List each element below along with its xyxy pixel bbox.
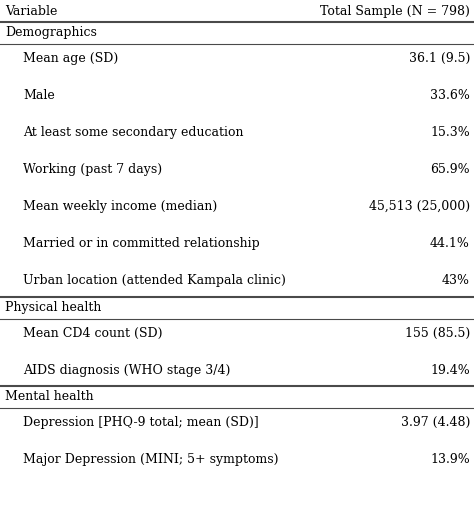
Text: Male: Male: [23, 89, 55, 102]
Text: Total Sample (N = 798): Total Sample (N = 798): [320, 5, 470, 18]
Text: Working (past 7 days): Working (past 7 days): [23, 163, 162, 176]
Text: 45,513 (25,000): 45,513 (25,000): [369, 200, 470, 213]
Text: 33.6%: 33.6%: [430, 89, 470, 102]
Text: Demographics: Demographics: [5, 26, 97, 39]
Text: 155 (85.5): 155 (85.5): [405, 327, 470, 340]
Text: Mean CD4 count (SD): Mean CD4 count (SD): [23, 327, 163, 340]
Text: Depression [PHQ-9 total; mean (SD)]: Depression [PHQ-9 total; mean (SD)]: [23, 416, 259, 429]
Text: 19.4%: 19.4%: [430, 364, 470, 377]
Text: Variable: Variable: [5, 5, 57, 18]
Text: Major Depression (MINI; 5+ symptoms): Major Depression (MINI; 5+ symptoms): [23, 453, 279, 466]
Text: Urban location (attended Kampala clinic): Urban location (attended Kampala clinic): [23, 274, 286, 287]
Text: Mental health: Mental health: [5, 390, 94, 403]
Text: Mean weekly income (median): Mean weekly income (median): [23, 200, 217, 213]
Text: 44.1%: 44.1%: [430, 237, 470, 250]
Text: 3.97 (4.48): 3.97 (4.48): [401, 416, 470, 429]
Text: AIDS diagnosis (WHO stage 3/4): AIDS diagnosis (WHO stage 3/4): [23, 364, 230, 377]
Text: 43%: 43%: [442, 274, 470, 287]
Text: At least some secondary education: At least some secondary education: [23, 126, 244, 139]
Text: Mean age (SD): Mean age (SD): [23, 52, 118, 65]
Text: Physical health: Physical health: [5, 301, 101, 314]
Text: 13.9%: 13.9%: [430, 453, 470, 466]
Text: 65.9%: 65.9%: [430, 163, 470, 176]
Text: 15.3%: 15.3%: [430, 126, 470, 139]
Text: Married or in committed relationship: Married or in committed relationship: [23, 237, 260, 250]
Text: 36.1 (9.5): 36.1 (9.5): [409, 52, 470, 65]
